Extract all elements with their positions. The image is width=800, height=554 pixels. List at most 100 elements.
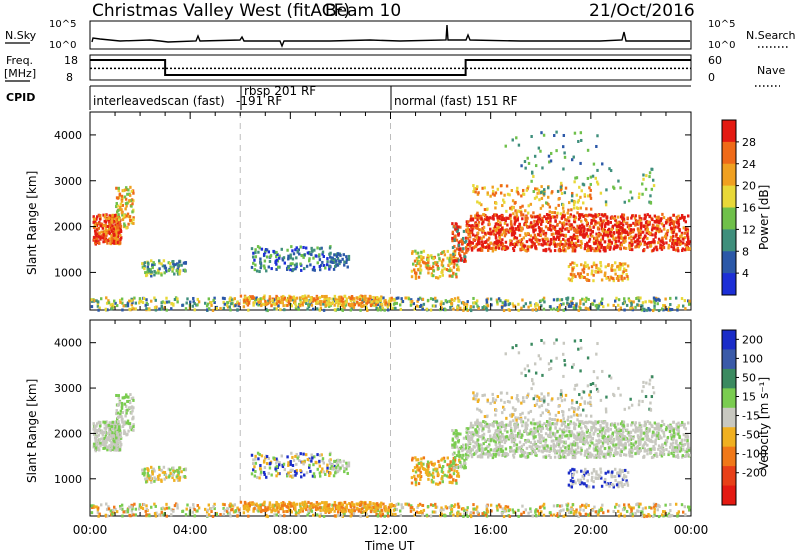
power-echo: [472, 305, 475, 309]
power-echo: [111, 302, 114, 306]
power-echo: [376, 297, 380, 301]
power-echo: [127, 222, 130, 226]
velocity-echo: [206, 514, 209, 518]
power-echo: [620, 241, 623, 245]
power-echo: [129, 199, 133, 203]
velocity-echo: [115, 439, 118, 443]
power-echo: [130, 297, 133, 301]
power-echo: [657, 215, 660, 219]
power-echo: [305, 264, 309, 268]
power-echo: [626, 221, 629, 225]
velocity-echo: [168, 468, 172, 472]
power-echo: [566, 227, 569, 231]
velocity-echo: [349, 503, 352, 507]
power-echo: [669, 307, 672, 311]
power-echo: [312, 265, 316, 269]
velocity-echo: [103, 426, 106, 430]
power-echo: [334, 264, 337, 268]
power-echo: [96, 304, 100, 308]
power-echo: [345, 255, 348, 259]
power-echo: [570, 194, 574, 198]
power-echo: [111, 241, 114, 245]
power-echo: [639, 229, 642, 233]
velocity-echo: [261, 508, 264, 512]
power-echo: [132, 199, 135, 203]
velocity-echo: [399, 509, 402, 513]
power-echo: [601, 297, 604, 301]
velocity-echo: [171, 473, 174, 477]
velocity-echo: [499, 505, 502, 509]
power-echo: [476, 304, 479, 308]
power-echo: [639, 296, 642, 300]
velocity-echo: [669, 513, 672, 517]
power-echo: [260, 304, 263, 308]
power-echo: [558, 220, 562, 224]
velocity-echo: [109, 448, 112, 452]
power-echo: [268, 300, 272, 304]
velocity-echo: [281, 507, 284, 511]
power-echo: [659, 243, 662, 247]
power-echo: [671, 238, 675, 242]
power-echo: [618, 228, 622, 232]
power-echo: [582, 267, 586, 271]
power-echo: [604, 271, 607, 275]
power-echo: [345, 258, 349, 262]
velocity-echo: [206, 508, 210, 512]
power-echo: [465, 303, 469, 307]
power-echo: [600, 224, 604, 228]
velocity-echo: [573, 510, 576, 514]
power-echo: [253, 258, 256, 262]
power-echo: [616, 215, 620, 219]
power-echo: [556, 211, 559, 215]
power-echo: [165, 308, 168, 312]
velocity-echo: [160, 510, 163, 514]
power-echo: [607, 228, 610, 232]
velocity-echo: [149, 476, 153, 480]
power-echo: [676, 308, 679, 312]
velocity-echo: [256, 451, 260, 455]
power-echo: [670, 218, 673, 222]
power-echo: [641, 301, 645, 305]
power-echo: [594, 220, 597, 224]
power-echo: [600, 213, 604, 217]
velocity-echo: [270, 473, 273, 477]
power-echo: [670, 245, 673, 249]
power-echo: [623, 219, 626, 223]
power-echo: [682, 304, 685, 308]
power-echo: [491, 185, 494, 189]
velocity-echo: [106, 514, 109, 518]
velocity-echo: [308, 463, 311, 467]
power-echo: [656, 220, 659, 224]
power-echo: [172, 262, 175, 266]
power-echo: [658, 221, 661, 225]
power-echo: [432, 304, 436, 308]
power-echo: [123, 195, 127, 199]
power-echo: [289, 253, 292, 257]
power-echo: [482, 229, 485, 233]
power-echo: [488, 216, 492, 220]
velocity-echo: [96, 510, 100, 514]
velocity-echo: [95, 424, 98, 428]
power-echo: [672, 213, 675, 217]
power-echo: [422, 249, 426, 253]
power-echo: [120, 199, 124, 203]
velocity-echo: [115, 431, 119, 435]
power-echo: [541, 216, 544, 220]
power-echo: [534, 187, 537, 191]
power-echo: [513, 222, 516, 226]
power-echo: [291, 298, 294, 302]
power-echo: [529, 303, 533, 307]
velocity-echo: [320, 470, 323, 474]
velocity-echo: [587, 513, 590, 517]
power-ytick-label-3: 4000: [54, 129, 82, 142]
power-echo: [569, 226, 572, 230]
power-echo: [476, 211, 479, 215]
power-echo: [581, 223, 584, 227]
power-echo: [419, 304, 422, 308]
power-echo: [493, 225, 497, 229]
power-echo: [593, 249, 596, 253]
power-echo: [612, 231, 616, 235]
power-echo: [508, 308, 511, 312]
power-echo: [511, 206, 514, 210]
power-echo: [662, 216, 666, 220]
